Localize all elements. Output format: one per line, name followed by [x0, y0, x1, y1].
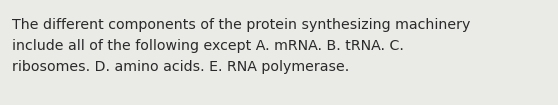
Text: include all of the following except A. mRNA. B. tRNA. C.: include all of the following except A. m… [12, 39, 404, 53]
Text: The different components of the protein synthesizing machinery: The different components of the protein … [12, 18, 470, 32]
Text: ribosomes. D. amino acids. E. RNA polymerase.: ribosomes. D. amino acids. E. RNA polyme… [12, 60, 349, 74]
